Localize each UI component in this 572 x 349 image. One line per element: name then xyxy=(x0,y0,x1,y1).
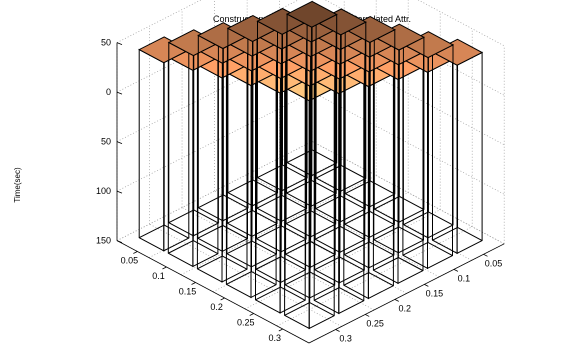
x-tick-label: 0.1 xyxy=(152,271,165,281)
y-tick-label: 0.15 xyxy=(426,288,444,298)
y-tick-label: 0.05 xyxy=(485,258,503,268)
x-tick-label: 0.3 xyxy=(269,333,282,343)
z-tick-label: 150 xyxy=(96,236,111,246)
x-axis: 0.05 0.1 0.15 0.2 0.25 0.3 xyxy=(116,240,310,344)
x-tick-label: 0.15 xyxy=(179,286,197,296)
x-tick-label: 0.25 xyxy=(237,318,255,328)
x-tick-label: 0.2 xyxy=(210,302,223,312)
bar xyxy=(197,22,249,222)
z-tick-label: 0 xyxy=(106,87,111,97)
z-tick-label: 50 xyxy=(101,137,111,147)
y-tick-label: 0.3 xyxy=(339,333,352,343)
z-axis: 50 0 50 100 150 xyxy=(96,38,123,246)
bar xyxy=(138,36,190,252)
x-tick-label: 0.05 xyxy=(121,255,139,265)
bar xyxy=(315,8,367,193)
y-axis: 0.05 0.1 0.15 0.2 0.25 0.3 xyxy=(308,243,505,343)
z-axis-label: Time(sec) xyxy=(13,167,22,203)
z-tick-label: 50 xyxy=(101,38,111,48)
y-tick-label: 0.25 xyxy=(366,318,384,328)
z-tick-label: 100 xyxy=(96,186,111,196)
y-tick-label: 0.1 xyxy=(458,273,471,283)
bar xyxy=(286,0,338,177)
bars xyxy=(138,0,484,330)
y-tick-label: 0.2 xyxy=(399,303,412,313)
